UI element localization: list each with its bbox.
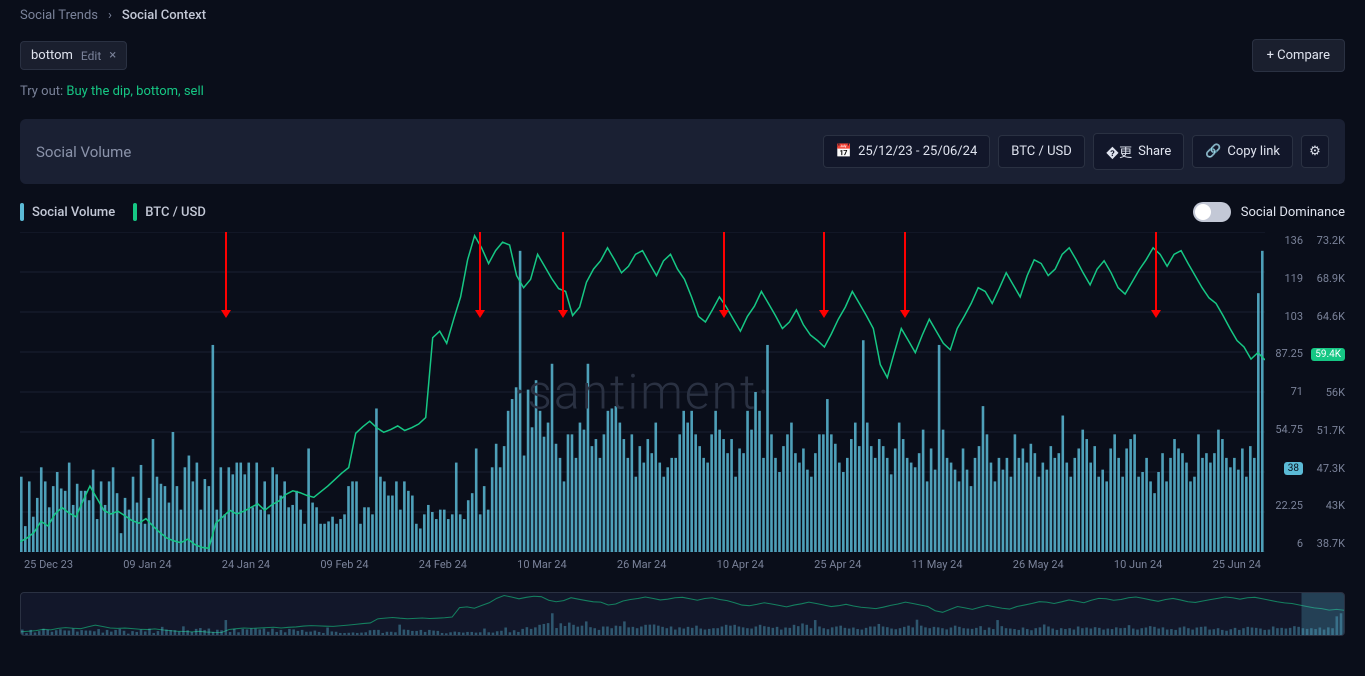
legend-left: Social Volume BTC / USD xyxy=(20,203,206,221)
breadcrumb: Social Trends › Social Context xyxy=(0,0,1365,31)
gear-icon: ⚙ xyxy=(1309,144,1321,159)
panel-title: Social Volume xyxy=(36,143,131,161)
share-icon: �更 xyxy=(1106,142,1132,161)
annotation-arrow xyxy=(562,232,564,312)
copy-link-button[interactable]: 🔗 Copy link xyxy=(1192,135,1293,168)
breadcrumb-parent[interactable]: Social Trends xyxy=(20,8,98,23)
pair-button[interactable]: BTC / USD xyxy=(998,135,1084,168)
tryout-link[interactable]: Buy the dip, bottom, sell xyxy=(66,84,203,99)
annotation-arrow xyxy=(1155,232,1157,312)
y-axis-social-volume: 13611910387.257154.753822.256 xyxy=(1267,232,1303,552)
y-axis-price: 73.2K68.9K64.6K59.4K56K51.7K47.3K43K38.7… xyxy=(1307,232,1345,552)
toggle-label: Social Dominance xyxy=(1241,205,1345,220)
date-range-button[interactable]: 📅 25/12/23 - 25/06/24 xyxy=(823,135,990,168)
edit-button[interactable]: Edit xyxy=(81,49,101,63)
legend-row: Social Volume BTC / USD Social Dominance xyxy=(0,192,1365,232)
legend-color-price xyxy=(133,203,137,221)
x-axis: 25 Dec 2309 Jan 2424 Jan 2409 Feb 2424 F… xyxy=(20,558,1265,582)
social-dominance-toggle-group: Social Dominance xyxy=(1193,202,1345,222)
chart[interactable]: ·santiment· 13611910387.257154.753822.25… xyxy=(20,232,1345,582)
tryout-prefix: Try out: xyxy=(20,84,63,99)
annotation-arrow xyxy=(723,232,725,312)
chart-panel-header: Social Volume 📅 25/12/23 - 25/06/24 BTC … xyxy=(20,119,1345,184)
search-tags: bottom Edit × xyxy=(20,41,127,70)
tag-label: bottom xyxy=(31,48,73,63)
legend-social-volume[interactable]: Social Volume xyxy=(20,203,115,221)
chevron-right-icon: › xyxy=(108,8,112,23)
search-row: bottom Edit × + Compare xyxy=(0,31,1365,80)
search-tag[interactable]: bottom Edit × xyxy=(20,41,127,70)
calendar-icon: 📅 xyxy=(836,144,852,159)
compare-button[interactable]: + Compare xyxy=(1252,39,1345,72)
breadcrumb-current: Social Context xyxy=(122,8,206,23)
share-button[interactable]: �更 Share xyxy=(1093,133,1184,170)
link-icon: 🔗 xyxy=(1205,144,1221,159)
social-dominance-toggle[interactable] xyxy=(1193,202,1231,222)
panel-actions: 📅 25/12/23 - 25/06/24 BTC / USD �更 Share… xyxy=(823,133,1329,170)
settings-button[interactable]: ⚙ xyxy=(1301,135,1329,168)
legend-btc-usd[interactable]: BTC / USD xyxy=(133,203,206,221)
minimap[interactable] xyxy=(20,592,1345,636)
annotation-arrow xyxy=(225,232,227,312)
legend-color-vol xyxy=(20,203,24,221)
annotation-arrow xyxy=(904,232,906,312)
annotation-arrow xyxy=(479,232,481,312)
close-icon[interactable]: × xyxy=(109,48,116,63)
tryout-row: Try out: Buy the dip, bottom, sell xyxy=(0,80,1365,111)
annotation-arrow xyxy=(823,232,825,312)
